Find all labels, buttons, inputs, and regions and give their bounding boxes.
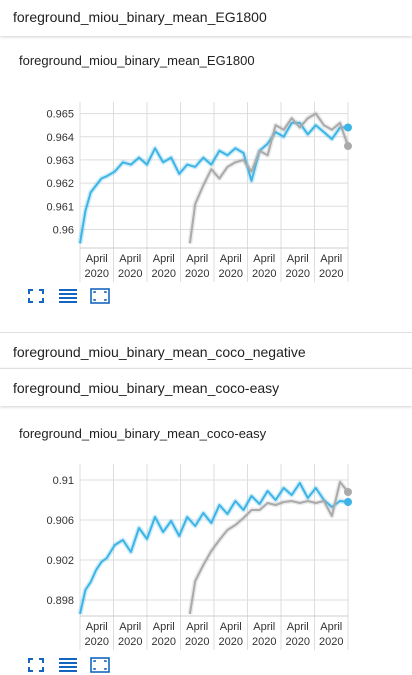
y-tick-label: 0.965	[46, 109, 74, 121]
x-tick-label: 2020	[118, 268, 142, 280]
chart-eg1800[interactable]: 0.96 0.961 0.962 0.963 0.964 0.965 April 2020 Ap…	[0, 86, 412, 286]
x-tick-label: 2020	[185, 636, 209, 648]
x-tick-label: 2020	[286, 636, 310, 648]
x-tick-label: April	[287, 621, 309, 633]
chart-toolbar-eg1800	[26, 288, 110, 304]
x-tick-label: April	[119, 621, 141, 633]
x-tick-label: 2020	[219, 268, 243, 280]
series-1-line	[188, 481, 349, 615]
chart-coco-easy[interactable]: 0.898 0.902 0.906 0.91 April 2020 April 2020 Apr…	[0, 455, 412, 655]
x-tick-label: 2020	[185, 268, 209, 280]
section-header-eg1800[interactable]: foreground_miou_binary_mean_EG1800	[0, 0, 412, 36]
y-tick-label: 0.906	[46, 515, 74, 527]
x-tick-label: April	[186, 621, 208, 633]
y-tick-label: 0.963	[46, 155, 74, 167]
series-0-end-point	[344, 123, 352, 132]
chart-toolbar-coco-easy	[26, 657, 110, 673]
section-title: foreground_miou_binary_mean_coco_negativ…	[13, 344, 306, 360]
x-tick-label: April	[287, 253, 309, 265]
x-tick-label: April	[86, 621, 108, 633]
chart-title-coco-easy: foreground_miou_binary_mean_coco-easy	[19, 426, 267, 441]
series-0-line	[79, 482, 349, 615]
x-tick-label: 2020	[152, 268, 176, 280]
x-tick-label: 2020	[85, 636, 109, 648]
y-tick-label: 0.962	[46, 178, 74, 190]
x-tick-label: 2020	[252, 636, 276, 648]
y-tick-label: 0.961	[46, 201, 74, 213]
series-0-end-point	[344, 498, 352, 506]
series-1-line	[188, 112, 349, 244]
series-1-end-point	[344, 488, 352, 496]
x-tick-label: April	[320, 253, 342, 265]
x-tick-label: 2020	[85, 268, 109, 280]
section-header-coco-easy[interactable]: foreground_miou_binary_mean_coco-easy	[0, 368, 412, 406]
fit-domain-icon[interactable]	[90, 288, 110, 304]
y-tick-label: 0.96	[53, 224, 74, 236]
x-tick-label: April	[86, 253, 108, 265]
grid-lines	[79, 102, 349, 282]
section-header-coco-negative[interactable]: foreground_miou_binary_mean_coco_negativ…	[0, 332, 412, 368]
x-tick-label: 2020	[319, 268, 343, 280]
x-tick-label: 2020	[118, 636, 142, 648]
y-tick-label: 0.902	[46, 555, 74, 567]
y-tick-label: 0.898	[46, 595, 74, 607]
data-table-icon[interactable]	[58, 288, 78, 304]
y-tick-label: 0.964	[46, 132, 74, 144]
y-tick-label: 0.91	[53, 475, 74, 487]
grid-lines	[79, 464, 349, 650]
x-tick-label: April	[153, 253, 175, 265]
x-tick-label: 2020	[252, 268, 276, 280]
x-tick-label: April	[220, 621, 242, 633]
section-title: foreground_miou_binary_mean_EG1800	[13, 9, 267, 25]
series-1-end-point	[344, 142, 352, 151]
fullscreen-icon[interactable]	[26, 657, 46, 673]
x-tick-label: April	[119, 253, 141, 265]
x-tick-label: 2020	[219, 636, 243, 648]
x-tick-label: April	[253, 621, 275, 633]
x-tick-label: April	[220, 253, 242, 265]
section-title: foreground_miou_binary_mean_coco-easy	[13, 380, 280, 396]
x-tick-label: 2020	[152, 636, 176, 648]
x-tick-label: April	[253, 253, 275, 265]
data-table-icon[interactable]	[58, 657, 78, 673]
fit-domain-icon[interactable]	[90, 657, 110, 673]
chart-title-eg1800: foreground_miou_binary_mean_EG1800	[19, 53, 255, 68]
fullscreen-icon[interactable]	[26, 288, 46, 304]
x-tick-label: 2020	[319, 636, 343, 648]
x-tick-label: 2020	[286, 268, 310, 280]
x-tick-label: April	[186, 253, 208, 265]
x-tick-label: April	[320, 621, 342, 633]
x-tick-label: April	[153, 621, 175, 633]
